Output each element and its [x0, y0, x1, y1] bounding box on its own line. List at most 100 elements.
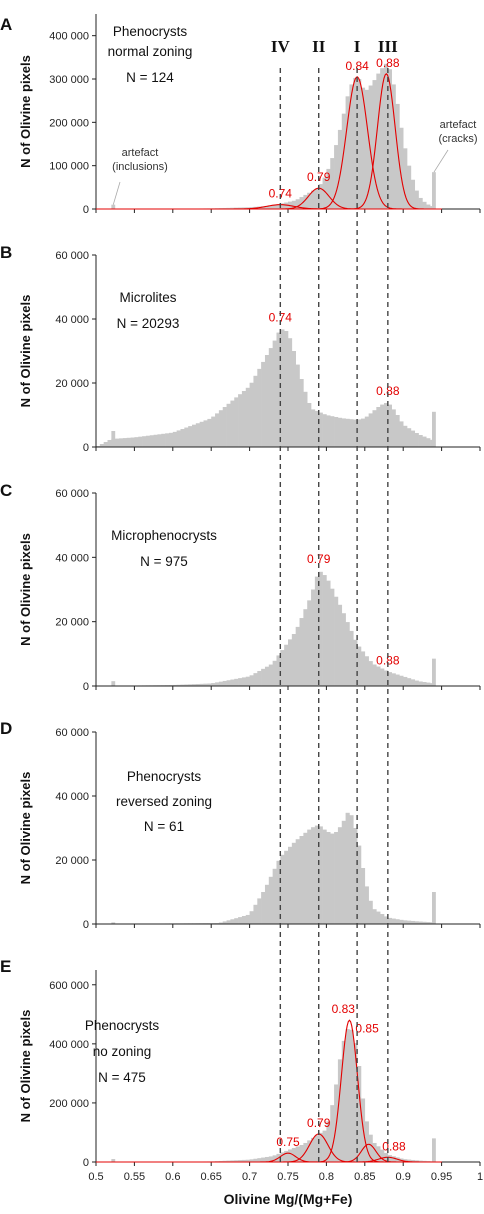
histogram-bar — [299, 836, 304, 924]
histogram-bar — [165, 433, 170, 447]
histogram-bar — [268, 348, 273, 447]
histogram-bar — [180, 429, 185, 447]
histogram-bar — [307, 1140, 312, 1162]
histogram-bar — [280, 203, 285, 209]
histogram-bar — [387, 672, 392, 686]
histogram-bar — [345, 622, 350, 686]
histogram-bar — [422, 921, 427, 924]
histogram-bar — [322, 829, 327, 924]
histogram-bar — [218, 410, 224, 447]
histogram-bar — [126, 437, 131, 447]
histogram-bar — [410, 679, 416, 686]
histogram-bar — [230, 919, 235, 924]
reference-line-label: I — [354, 37, 361, 56]
histogram-bar — [188, 426, 193, 447]
peak-label: 0.83 — [332, 1002, 356, 1016]
histogram-bar — [326, 1121, 331, 1162]
histogram-bar — [314, 1135, 320, 1162]
x-tick-label: 0.85 — [354, 1171, 375, 1183]
histogram-bar — [226, 1160, 231, 1162]
y-axis-label: N of Olivine pixels — [18, 533, 33, 646]
histogram-bar — [403, 676, 408, 686]
histogram-bar — [253, 904, 258, 924]
histogram-bar — [303, 609, 308, 686]
histogram-bar — [176, 430, 181, 447]
histogram-bar — [349, 419, 354, 447]
histogram-spike — [432, 411, 436, 447]
histogram-bar — [272, 205, 277, 209]
histogram-bar — [360, 418, 366, 447]
histogram-bar — [234, 397, 239, 447]
histogram-bar — [341, 613, 346, 686]
peak-label: 0.74 — [269, 187, 293, 201]
histogram-bar — [107, 440, 112, 447]
panel-annotation: Microphenocrysts — [111, 528, 217, 543]
histogram-spike — [111, 431, 116, 447]
histogram-bar — [376, 911, 381, 924]
histogram-bar — [307, 403, 312, 447]
histogram-bar — [226, 920, 231, 924]
histogram-bar — [264, 355, 270, 447]
histogram-bar — [395, 103, 400, 209]
y-tick-label: 0 — [83, 442, 89, 454]
histogram-bar — [314, 825, 320, 924]
histogram-bar — [268, 205, 273, 209]
histogram-bar — [426, 438, 431, 447]
histogram-bar — [261, 668, 266, 686]
panel-annotation: reversed zoning — [116, 794, 212, 809]
histogram-bar — [395, 919, 400, 924]
y-tick-label: 60 000 — [55, 250, 89, 262]
histogram-bar — [364, 1121, 369, 1162]
histogram-bar — [130, 437, 135, 447]
histogram-bar — [368, 900, 373, 924]
histogram-bar — [195, 683, 200, 686]
histogram-bar — [295, 1146, 300, 1162]
panel-letter: D — [0, 719, 12, 738]
histogram-bar — [184, 684, 189, 686]
panel-annotation: Phenocrysts — [113, 24, 188, 39]
histogram-bar — [426, 682, 431, 686]
histogram-bar — [180, 684, 185, 686]
artefact-pointer — [433, 149, 449, 173]
artefact-note: artefact — [122, 147, 159, 159]
histogram-spike — [111, 1159, 116, 1162]
y-tick-label: 20 000 — [55, 617, 89, 629]
histogram-bar — [357, 646, 362, 686]
histogram-bar — [407, 920, 412, 924]
histogram-bar — [307, 600, 312, 686]
x-tick-label: 1 — [477, 1171, 483, 1183]
histogram-bar — [391, 1156, 396, 1162]
histogram-bar — [222, 921, 227, 924]
histogram-bar — [360, 87, 366, 209]
histogram-bar — [149, 435, 154, 447]
histogram-bar — [403, 425, 408, 447]
histogram-bar — [403, 148, 408, 209]
histogram-bar — [119, 438, 124, 447]
histogram-bar — [368, 661, 373, 686]
histogram-bar — [230, 679, 235, 686]
histogram-bar — [372, 80, 377, 209]
histogram-bar — [364, 416, 369, 447]
histogram-bar — [211, 416, 216, 447]
histogram-bar — [341, 820, 346, 924]
gaussian-fits — [96, 73, 442, 210]
histogram-bar — [280, 650, 285, 686]
x-tick-label: 0.95 — [431, 1171, 452, 1183]
histogram-bar — [215, 413, 220, 447]
y-tick-label: 40 000 — [55, 314, 89, 326]
histogram-bar — [153, 434, 158, 447]
artefact-note: (inclusions) — [112, 161, 168, 173]
histogram-bar — [226, 403, 231, 447]
histogram-bar — [161, 433, 166, 447]
histogram-bar — [249, 911, 254, 924]
histogram-bar — [238, 207, 243, 209]
histogram-bar — [245, 676, 250, 686]
peak-label: 0.88 — [382, 1139, 406, 1153]
histogram-bar — [230, 400, 235, 447]
histogram-bar — [226, 207, 231, 209]
histogram-bar — [380, 1149, 385, 1162]
histogram-bars — [96, 329, 436, 447]
histogram-bar — [261, 361, 266, 447]
histogram-bar — [157, 434, 162, 447]
histogram-bar — [391, 673, 396, 686]
